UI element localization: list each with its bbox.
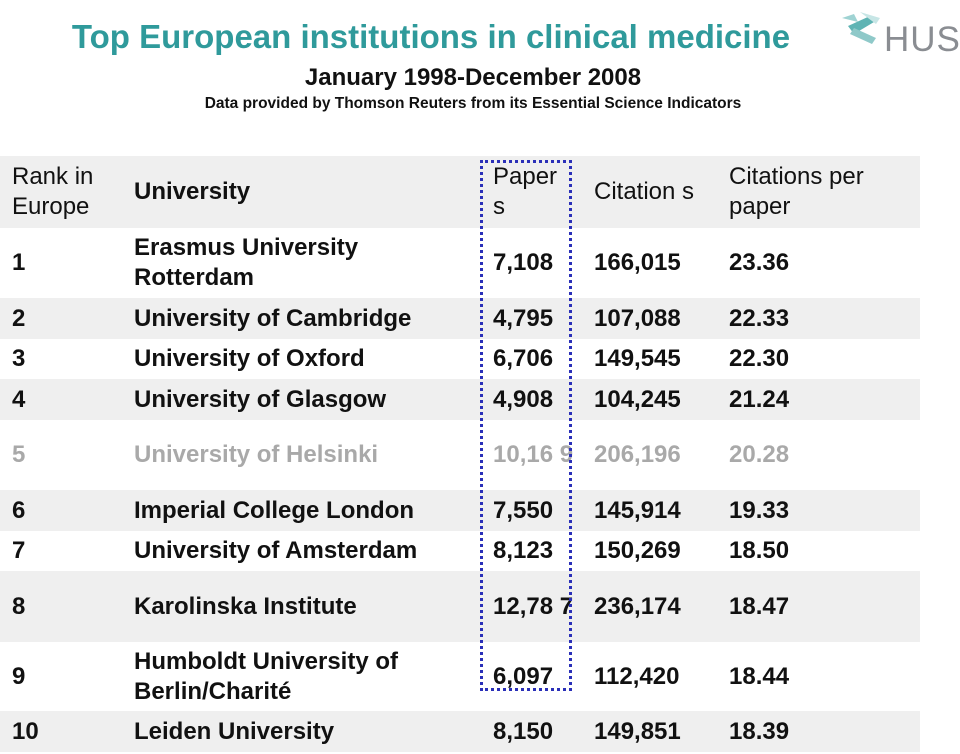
cpp-cell: 22.33	[729, 304, 790, 332]
table-row: 10 Leiden University 8,150 149,851 18.39	[0, 711, 920, 752]
cpp-cell: 18.44	[729, 662, 790, 690]
citations-cell: 149,851	[594, 717, 681, 745]
column-header-citations: Citation s	[594, 178, 695, 205]
papers-cell: 10,16 9	[493, 441, 574, 468]
cpp-cell: 18.50	[729, 537, 790, 564]
university-cell: Erasmus University Rotterdam	[134, 234, 359, 291]
rank-cell: 4	[12, 385, 26, 413]
rank-cell: 8	[12, 592, 26, 620]
citations-cell: 236,174	[594, 592, 681, 620]
cpp-cell: 18.47	[729, 592, 790, 620]
column-header-papers: Paper s	[493, 163, 558, 220]
citations-cell: 112,420	[594, 662, 680, 690]
data-source-note: Data provided by Thomson Reuters from it…	[204, 95, 742, 112]
university-cell: Imperial College London	[134, 496, 415, 524]
table-row: 4 University of Glasgow 4,908 104,245 21…	[0, 379, 920, 420]
column-header-rank: Rank in Europe	[12, 163, 94, 220]
rank-cell: 9	[12, 662, 26, 690]
citations-cell: 150,269	[594, 537, 681, 564]
citations-cell: 104,245	[594, 385, 681, 413]
table-header-row: Rank in Europe University Paper s Citati…	[0, 156, 920, 228]
papers-cell: 6,706	[493, 345, 554, 372]
date-range-subtitle: January 1998-December 2008	[304, 64, 642, 91]
rank-cell: 10	[12, 717, 39, 745]
papers-cell: 12,78 7	[493, 592, 574, 620]
rank-cell: 5	[12, 441, 26, 468]
papers-cell: 6,097	[493, 662, 554, 690]
university-cell: University of Glasgow	[134, 385, 387, 413]
table-row: 3 University of Oxford 6,706 149,545 22.…	[0, 339, 920, 379]
university-cell: Karolinska Institute	[134, 592, 357, 620]
hus-logo-icon	[842, 12, 880, 44]
cpp-cell: 19.33	[729, 496, 790, 524]
hus-logo-text: HUS	[884, 20, 960, 59]
papers-cell: 7,108	[493, 249, 554, 276]
rank-cell: 3	[12, 345, 26, 372]
papers-cell: 8,123	[493, 537, 554, 564]
papers-cell: 4,908	[493, 385, 554, 413]
university-cell: Leiden University	[134, 717, 335, 745]
university-cell: University of Amsterdam	[134, 537, 418, 564]
papers-cell: 8,150	[493, 717, 554, 745]
cpp-cell: 22.30	[729, 345, 790, 372]
column-header-university: University	[134, 178, 251, 205]
university-cell: Humboldt University of Berlin/Charité	[134, 647, 399, 705]
citations-cell: 145,914	[594, 496, 681, 524]
university-cell: University of Helsinki	[134, 441, 379, 468]
university-cell: University of Cambridge	[134, 304, 412, 332]
cpp-cell: 18.39	[729, 717, 790, 745]
table-row: 1 Erasmus University Rotterdam 7,108 166…	[0, 228, 920, 298]
citations-cell: 206,196	[594, 441, 681, 468]
papers-cell: 4,795	[493, 304, 554, 332]
institutions-table: Rank in Europe University Paper s Citati…	[0, 156, 920, 752]
citations-cell: 166,015	[594, 249, 681, 276]
page-title: Top European institutions in clinical me…	[71, 18, 791, 55]
cpp-cell: 20.28	[729, 441, 790, 468]
university-cell: University of Oxford	[134, 345, 365, 372]
table-row: 2 University of Cambridge 4,795 107,088 …	[0, 298, 920, 339]
table-row: 8 Karolinska Institute 12,78 7 236,174 1…	[0, 571, 920, 642]
table-row: 9 Humboldt University of Berlin/Charité …	[0, 642, 920, 711]
column-header-citations-per-paper: Citations per paper	[729, 163, 864, 220]
rank-cell: 6	[12, 496, 26, 524]
table-row-highlighted: 5 University of Helsinki 10,16 9 206,196…	[0, 420, 920, 490]
table-row: 7 University of Amsterdam 8,123 150,269 …	[0, 531, 920, 571]
cpp-cell: 21.24	[729, 385, 790, 413]
table-row: 6 Imperial College London 7,550 145,914 …	[0, 490, 920, 531]
rank-cell: 7	[12, 537, 26, 564]
citations-cell: 107,088	[594, 304, 681, 332]
citations-cell: 149,545	[594, 345, 681, 372]
papers-cell: 7,550	[493, 496, 554, 524]
rank-cell: 1	[12, 249, 26, 276]
cpp-cell: 23.36	[729, 249, 790, 276]
rank-cell: 2	[12, 304, 26, 332]
